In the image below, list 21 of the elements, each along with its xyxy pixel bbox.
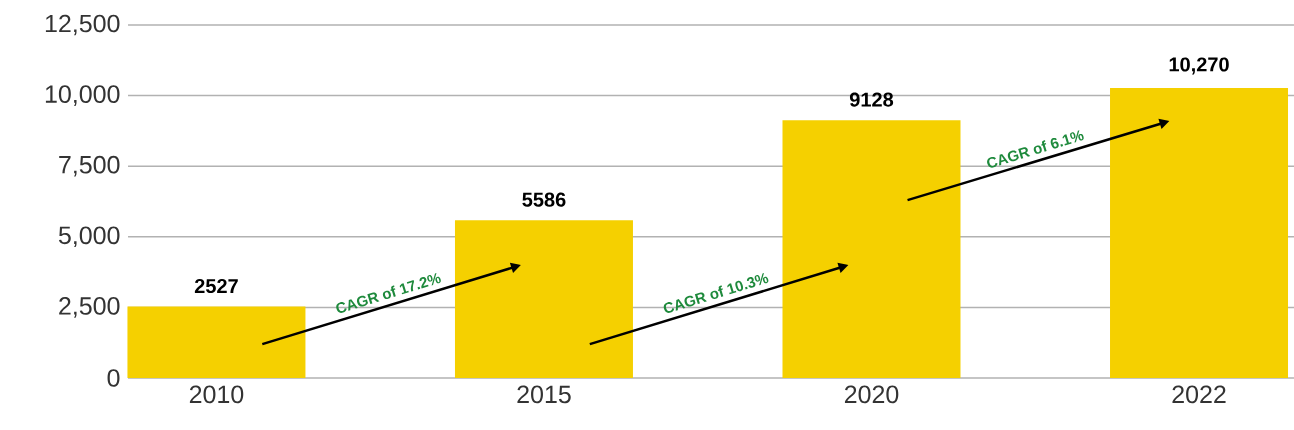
annotation: CAGR of 10.3%	[663, 273, 769, 313]
data-label: 10,270	[1169, 57, 1229, 75]
data-label: 9128	[849, 92, 894, 107]
data-label: 2527	[194, 278, 238, 294]
data-label: 5586	[522, 192, 566, 207]
y-tick-label: 12,500	[45, 14, 120, 36]
y-tick-label: 7,500	[59, 155, 120, 177]
y-tick-label: 5,000	[58, 226, 120, 248]
annotation: CAGR of 6.1%	[987, 130, 1084, 168]
x-tick-label: 2015	[517, 385, 571, 404]
annotation: CAGR of 17.2%	[336, 273, 441, 313]
bar	[782, 120, 961, 378]
y-tick-label: 10,000	[45, 85, 120, 106]
x-tick-label: 2010	[189, 385, 244, 404]
bar	[127, 306, 306, 378]
x-tick-label: 2022	[1172, 385, 1226, 404]
x-tick-label: 2020	[844, 385, 899, 404]
y-tick-label: 0	[107, 369, 120, 387]
bar	[1110, 87, 1289, 378]
y-tick-label: 2,500	[59, 297, 120, 318]
bar	[454, 220, 633, 378]
